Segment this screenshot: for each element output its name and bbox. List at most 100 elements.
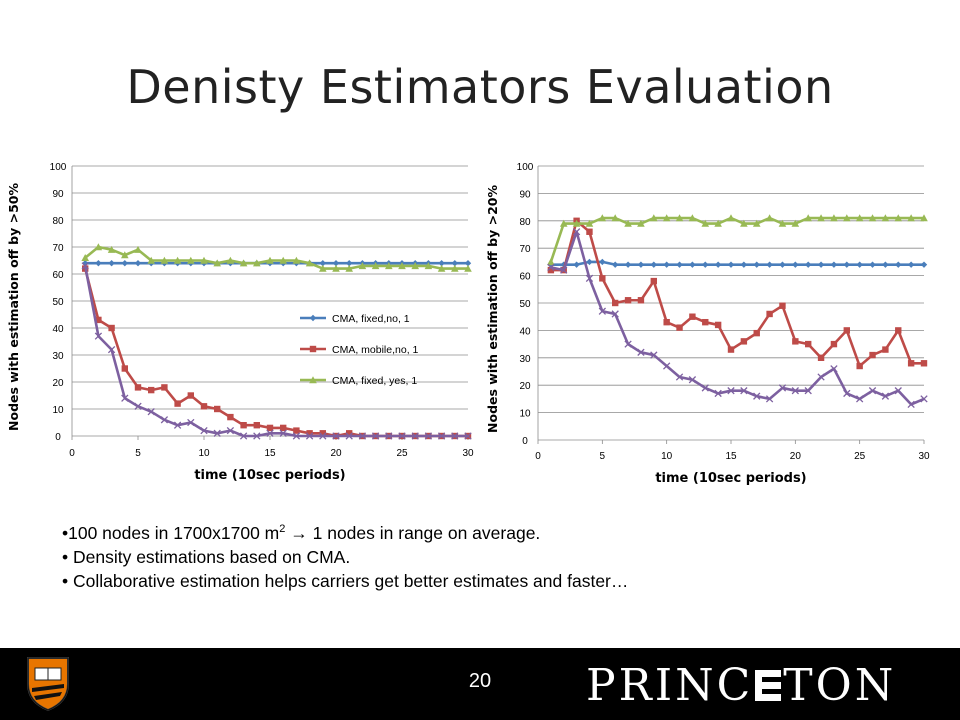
data-point: [161, 384, 168, 391]
data-point: [843, 214, 851, 222]
data-point: [585, 274, 594, 282]
data-point: [882, 346, 889, 353]
data-point: [560, 261, 567, 268]
data-point: [81, 262, 89, 270]
y-tick-label: 10: [519, 409, 531, 420]
data-point: [688, 376, 697, 384]
data-point: [676, 324, 683, 331]
y-tick-label: 100: [50, 162, 67, 173]
data-point: [547, 266, 555, 274]
data-point: [624, 297, 632, 304]
data-point: [332, 432, 340, 440]
data-point: [108, 324, 115, 332]
data-point: [134, 260, 142, 267]
data-point: [637, 261, 645, 268]
y-tick-label: 20: [519, 381, 531, 392]
data-point: [675, 373, 684, 381]
data-point: [830, 261, 838, 268]
bullet-text-suffix: → 1 nodes in range on average.: [285, 522, 541, 543]
data-point: [895, 261, 902, 268]
data-point: [894, 214, 903, 222]
bullet-item: •100 nodes in 1700x1700 m2 → 1 nodes in …: [62, 517, 902, 545]
data-point: [714, 389, 722, 398]
data-point: [358, 432, 367, 440]
data-point: [280, 424, 287, 432]
data-point: [894, 387, 902, 395]
data-point: [107, 245, 116, 253]
y-tick-label: 30: [519, 354, 531, 365]
data-point: [134, 402, 142, 410]
data-point: [253, 259, 261, 267]
data-point: [598, 307, 606, 315]
x-tick-label: 25: [854, 451, 866, 462]
y-tick-label: 0: [55, 432, 61, 443]
data-point: [121, 394, 129, 402]
data-point: [385, 262, 393, 270]
bullet-list: •100 nodes in 1700x1700 m2 → 1 nodes in …: [62, 517, 902, 593]
data-point: [920, 261, 928, 268]
data-point: [779, 261, 786, 268]
data-point: [239, 432, 248, 440]
legend-marker: [309, 376, 317, 384]
data-point: [753, 261, 760, 268]
y-tick-label: 40: [52, 324, 64, 335]
bullet-item: • Collaborative estimation helps carrier…: [62, 569, 902, 593]
data-point: [663, 318, 670, 326]
data-point: [907, 360, 915, 367]
y-tick-label: 40: [519, 326, 531, 337]
princeton-wordmark: PRINC TON: [586, 660, 897, 711]
data-point: [385, 432, 393, 440]
data-point: [173, 421, 182, 429]
data-point: [752, 219, 761, 227]
x-tick-label: 30: [462, 448, 474, 459]
data-point: [279, 256, 287, 264]
data-point: [174, 400, 181, 407]
data-point: [612, 261, 619, 268]
data-point: [920, 395, 928, 403]
data-point: [650, 214, 658, 222]
series-line: [550, 260, 924, 266]
x-tick-label: 20: [330, 448, 342, 459]
data-point: [598, 214, 607, 222]
y-axis-label: Nodes with estimation off by >20%: [485, 185, 500, 433]
data-point: [907, 400, 915, 409]
x-tick-label: 30: [918, 451, 930, 462]
page-number: 20: [468, 670, 492, 692]
data-point: [411, 432, 419, 440]
data-point: [227, 413, 234, 421]
data-point: [727, 387, 735, 395]
data-point: [94, 243, 103, 251]
data-point: [451, 264, 459, 272]
bullet-text: • Collaborative estimation helps carrier…: [62, 570, 629, 591]
y-tick-label: 60: [519, 272, 531, 283]
x-tick-label: 15: [264, 448, 276, 459]
data-point: [624, 219, 632, 227]
data-point: [599, 258, 606, 266]
series-line: [550, 219, 924, 368]
data-point: [830, 214, 838, 222]
slide-title: Denisty Estimators Evaluation: [126, 60, 834, 114]
data-point: [907, 214, 915, 222]
data-point: [253, 432, 261, 440]
series-line: [83, 265, 468, 438]
data-point: [319, 264, 327, 272]
data-point: [214, 405, 221, 413]
series-line: [84, 245, 468, 270]
data-point: [147, 256, 155, 264]
data-point: [332, 260, 340, 267]
data-point: [805, 261, 812, 268]
data-point: [650, 351, 658, 359]
princeton-shield-icon: [27, 657, 69, 712]
data-point: [572, 219, 581, 227]
y-tick-label: 80: [52, 216, 64, 227]
data-point: [688, 214, 697, 222]
bullet-item: • Density estimations based on CMA.: [62, 545, 902, 569]
data-point: [881, 392, 890, 400]
x-tick-label: 0: [69, 448, 75, 459]
x-tick-label: 0: [535, 451, 541, 462]
data-point: [817, 214, 825, 222]
data-point: [121, 251, 129, 259]
data-point: [266, 256, 274, 264]
y-tick-label: 70: [52, 243, 64, 254]
data-point: [612, 299, 619, 307]
